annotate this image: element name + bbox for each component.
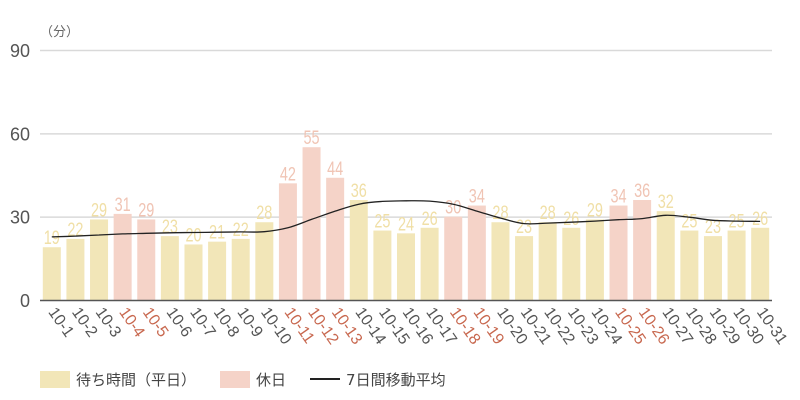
bar-value-label: 28 (540, 201, 556, 224)
bar-value-label: 31 (115, 193, 131, 216)
bar-10-9 (231, 238, 250, 300)
bar-10-19 (467, 205, 486, 300)
bar-value-label: 29 (587, 198, 603, 221)
x-tick-label: 10-2 (68, 305, 100, 341)
x-axis-tick-labels: 10-110-210-310-410-510-610-710-810-910-1… (45, 305, 791, 348)
x-tick-label: 10-5 (139, 305, 171, 341)
legend-label-weekday: 待ち時間（平日） (76, 370, 197, 389)
bar-value-label: 20 (185, 223, 201, 246)
bar-10-6 (160, 236, 179, 300)
bar-value-label: 19 (44, 226, 60, 249)
bar-10-17 (420, 227, 439, 300)
bar-10-15 (373, 230, 392, 300)
y-axis-unit-label: （分） (40, 25, 79, 40)
x-tick-label: 10-9 (233, 305, 265, 341)
bar-10-11 (278, 183, 297, 300)
bar-value-label: 42 (280, 162, 296, 185)
bar-value-label: 30 (445, 195, 461, 218)
bar-value-label: 23 (705, 215, 721, 238)
x-tick-label: 10-3 (92, 305, 124, 341)
bar-value-label: 24 (398, 212, 414, 235)
bar-10-22 (538, 222, 557, 300)
holiday-swatch (220, 370, 251, 388)
x-tick-label: 10-7 (186, 305, 218, 341)
legend-item-weekday: 待ち時間（平日） (40, 369, 196, 390)
bar-10-4 (113, 213, 132, 300)
bar-10-7 (184, 244, 203, 300)
moving-average-line (51, 200, 761, 238)
bar-value-label: 26 (563, 207, 579, 230)
bar-value-label: 28 (492, 201, 508, 224)
bar-value-label: 55 (304, 126, 320, 149)
bar-value-label: 22 (67, 218, 83, 241)
bar-10-3 (90, 219, 109, 300)
bar-10-12 (302, 147, 321, 300)
y-tick-label: 0 (20, 291, 30, 311)
bar-10-29 (703, 236, 722, 300)
bar-10-20 (491, 222, 510, 300)
legend: 待ち時間（平日） 休日 7日間移動平均 (40, 368, 470, 390)
bar-10-8 (208, 241, 227, 300)
bar-10-21 (515, 236, 534, 300)
bar-value-label: 23 (162, 215, 178, 238)
bar-10-5 (137, 219, 156, 300)
x-tick-label: 10-8 (210, 305, 242, 341)
bar-10-16 (397, 233, 415, 300)
legend-label-holiday: 休日 (256, 370, 287, 389)
bar-10-31 (751, 227, 770, 300)
weekday-swatch (40, 370, 70, 388)
bar-10-14 (349, 200, 368, 300)
bar-10-27 (656, 211, 675, 300)
bar-value-label: 25 (374, 209, 390, 232)
bar-value-label: 26 (752, 207, 768, 230)
y-tick-label: 90 (10, 41, 30, 61)
x-tick-label: 10-6 (163, 305, 195, 341)
moving-average-swatch (310, 378, 341, 380)
legend-item-moving-average: 7日間移動平均 (310, 369, 446, 390)
legend-item-holiday: 休日 (220, 369, 286, 390)
x-tick-label: 10-1 (45, 305, 77, 341)
bar-10-30 (727, 230, 746, 300)
bar-value-label: 25 (681, 209, 697, 232)
bar-value-label: 29 (138, 198, 154, 221)
bar-10-1 (42, 247, 61, 300)
bar-value-label: 28 (256, 201, 272, 224)
bar-10-25 (609, 205, 628, 300)
bar-value-label: 29 (91, 198, 107, 221)
bar-10-10 (255, 222, 274, 300)
bar-value-label: 34 (610, 184, 626, 207)
bar-10-23 (562, 227, 581, 300)
bar-value-label: 32 (658, 190, 674, 213)
bar-value-label: 26 (422, 207, 438, 230)
bar-value-label: 23 (516, 215, 532, 238)
bar-value-label: 36 (351, 179, 367, 202)
bar-10-24 (585, 219, 604, 300)
bar-value-label: 36 (634, 179, 650, 202)
x-tick-label: 10-4 (115, 305, 147, 341)
legend-label-moving-average: 7日間移動平均 (346, 370, 446, 389)
y-tick-label: 30 (10, 208, 30, 228)
y-tick-label: 60 (10, 124, 30, 144)
bar-10-13 (326, 177, 345, 300)
bar-10-28 (680, 230, 699, 300)
bar-value-label: 34 (469, 184, 485, 207)
bar-10-18 (444, 216, 463, 300)
bar-value-label: 22 (233, 218, 249, 241)
bar-10-2 (66, 238, 85, 300)
bar-value-label: 44 (327, 157, 343, 180)
y-axis-ticks: 0 30 60 90 (10, 41, 30, 311)
bar-series (42, 147, 770, 300)
bar-10-26 (633, 200, 652, 300)
